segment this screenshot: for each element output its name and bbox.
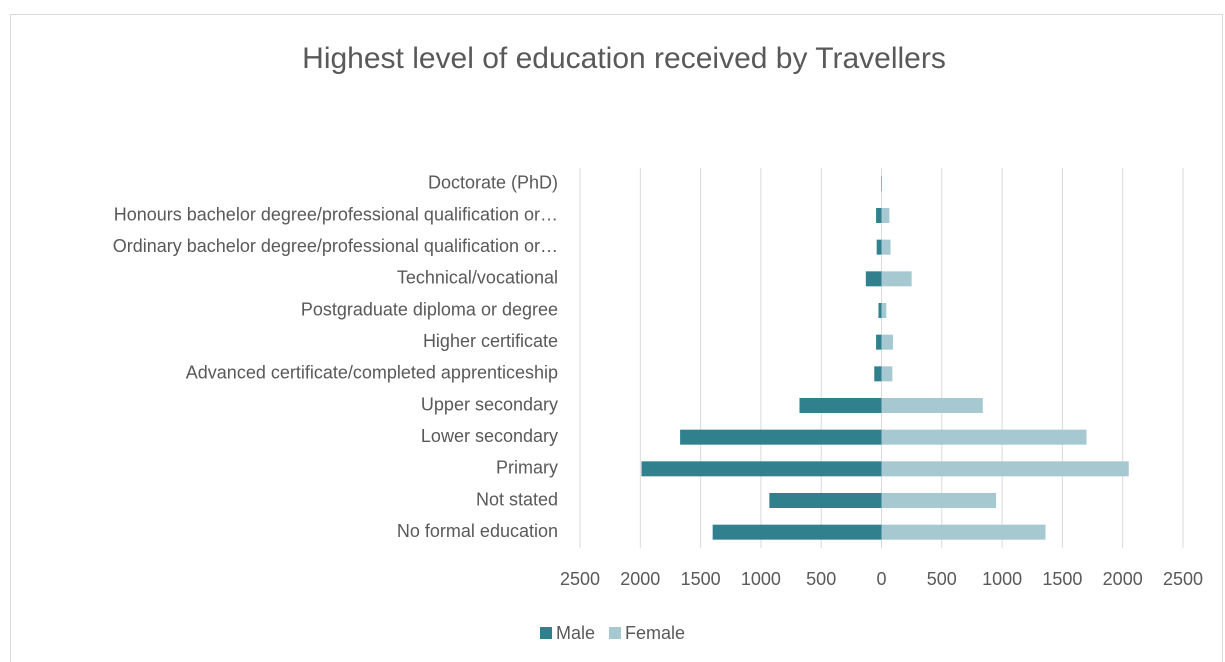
x-tick-label: 1500 xyxy=(1042,569,1082,589)
y-tick-label: Technical/vocational xyxy=(397,268,558,288)
x-tick-label: 2000 xyxy=(620,569,660,589)
legend-swatch xyxy=(540,627,552,639)
bar xyxy=(799,398,882,413)
bar xyxy=(876,239,882,255)
y-tick-label: Doctorate (PhD) xyxy=(428,173,558,193)
y-tick-label: Advanced certificate/completed apprentic… xyxy=(186,363,558,383)
bar xyxy=(712,524,882,540)
bar xyxy=(680,429,882,445)
x-tick-label: 2500 xyxy=(560,569,600,589)
legend-swatch xyxy=(609,627,622,639)
y-tick-label: Higher certificate xyxy=(423,331,558,351)
bar xyxy=(876,334,882,350)
bar xyxy=(881,461,1129,477)
y-tick-label: Honours bachelor degree/professional qua… xyxy=(114,204,558,224)
bar xyxy=(881,208,890,223)
bar xyxy=(881,366,893,382)
bar xyxy=(878,303,882,318)
legend-label: Female xyxy=(625,623,685,643)
bar xyxy=(881,303,887,318)
bar xyxy=(881,429,1087,445)
x-tick-label: 1500 xyxy=(681,569,721,589)
bar xyxy=(881,493,997,508)
bar xyxy=(641,461,882,477)
x-tick-label: 2500 xyxy=(1163,569,1203,589)
x-tick-label: 500 xyxy=(927,569,957,589)
y-tick-label: Ordinary bachelor degree/professional qu… xyxy=(113,236,558,256)
x-tick-label: 0 xyxy=(876,569,886,589)
chart-border xyxy=(10,14,1223,662)
bar xyxy=(881,398,983,413)
y-tick-label: No formal education xyxy=(397,521,558,541)
bar xyxy=(874,366,882,382)
bar xyxy=(881,271,912,287)
y-tick-label: Primary xyxy=(496,458,558,478)
y-tick-label: Postgraduate diploma or degree xyxy=(301,299,558,319)
bar xyxy=(876,208,882,223)
y-tick-label: Not stated xyxy=(476,489,558,509)
x-tick-label: 1000 xyxy=(982,569,1022,589)
x-tick-label: 2000 xyxy=(1103,569,1143,589)
y-tick-label: Upper secondary xyxy=(421,394,558,414)
x-tick-label: 500 xyxy=(806,569,836,589)
chart-title: Highest level of education received by T… xyxy=(302,42,946,75)
bar xyxy=(881,239,891,255)
bar xyxy=(769,493,882,508)
bar xyxy=(865,271,882,287)
legend-label: Male xyxy=(556,623,595,643)
bar xyxy=(881,334,893,350)
x-tick-label: 1000 xyxy=(741,569,781,589)
bar xyxy=(881,524,1046,540)
y-tick-label: Lower secondary xyxy=(421,426,558,446)
